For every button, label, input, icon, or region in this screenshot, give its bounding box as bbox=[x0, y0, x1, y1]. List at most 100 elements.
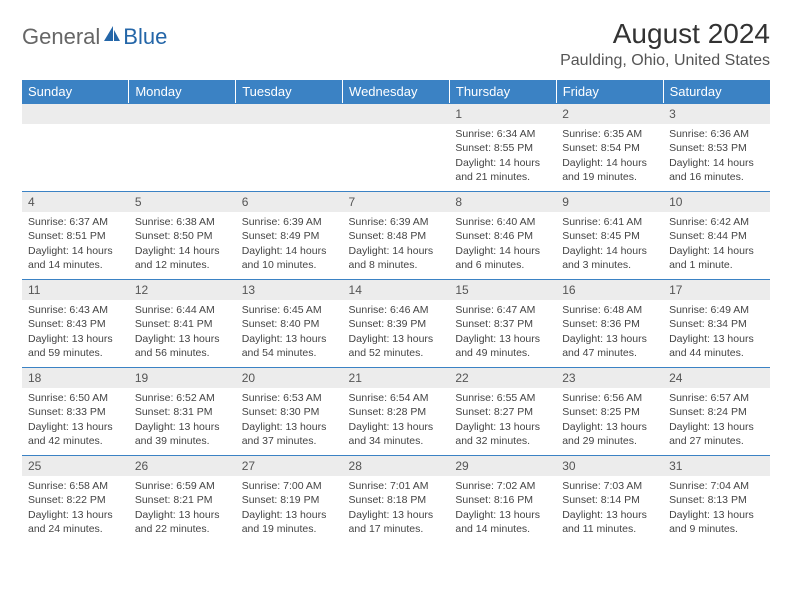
sunset-line: Sunset: 8:49 PM bbox=[242, 229, 337, 243]
sunset-line: Sunset: 8:22 PM bbox=[28, 493, 123, 507]
daylight-line: Daylight: 13 hours and 37 minutes. bbox=[242, 420, 337, 448]
daylight-line: Daylight: 13 hours and 42 minutes. bbox=[28, 420, 123, 448]
calendar-cell bbox=[236, 103, 343, 191]
daylight-line: Daylight: 13 hours and 29 minutes. bbox=[562, 420, 657, 448]
sunset-line: Sunset: 8:48 PM bbox=[349, 229, 444, 243]
daylight-line: Daylight: 13 hours and 11 minutes. bbox=[562, 508, 657, 536]
day-header: Sunday bbox=[22, 80, 129, 103]
calendar-week: 18Sunrise: 6:50 AMSunset: 8:33 PMDayligh… bbox=[22, 367, 770, 455]
day-body: Sunrise: 7:04 AMSunset: 8:13 PMDaylight:… bbox=[663, 476, 770, 542]
day-number: 15 bbox=[449, 279, 556, 300]
day-body: Sunrise: 6:45 AMSunset: 8:40 PMDaylight:… bbox=[236, 300, 343, 366]
calendar-cell: 18Sunrise: 6:50 AMSunset: 8:33 PMDayligh… bbox=[22, 367, 129, 455]
day-body: Sunrise: 6:34 AMSunset: 8:55 PMDaylight:… bbox=[449, 124, 556, 190]
calendar-week: 25Sunrise: 6:58 AMSunset: 8:22 PMDayligh… bbox=[22, 455, 770, 543]
calendar-cell: 16Sunrise: 6:48 AMSunset: 8:36 PMDayligh… bbox=[556, 279, 663, 367]
calendar-cell: 19Sunrise: 6:52 AMSunset: 8:31 PMDayligh… bbox=[129, 367, 236, 455]
day-number: 14 bbox=[343, 279, 450, 300]
day-header: Friday bbox=[556, 80, 663, 103]
daylight-line: Daylight: 13 hours and 19 minutes. bbox=[242, 508, 337, 536]
day-body: Sunrise: 6:40 AMSunset: 8:46 PMDaylight:… bbox=[449, 212, 556, 278]
calendar-week: 1Sunrise: 6:34 AMSunset: 8:55 PMDaylight… bbox=[22, 103, 770, 191]
sunrise-line: Sunrise: 6:57 AM bbox=[669, 391, 764, 405]
calendar-cell: 24 Sunrise: 6:57 AMSunset: 8:24 PMDayligh… bbox=[663, 367, 770, 455]
calendar-cell: 23Sunrise: 6:56 AMSunset: 8:25 PMDayligh… bbox=[556, 367, 663, 455]
daylight-line: Daylight: 13 hours and 52 minutes. bbox=[349, 332, 444, 360]
sunrise-line: Sunrise: 6:58 AM bbox=[28, 479, 123, 493]
calendar-cell: 28Sunrise: 7:01 AMSunset: 8:18 PMDayligh… bbox=[343, 455, 450, 543]
title-block: August 2024 Paulding, Ohio, United State… bbox=[560, 18, 770, 70]
sunrise-line: Sunrise: 6:42 AM bbox=[669, 215, 764, 229]
sail-icon bbox=[102, 24, 122, 50]
daylight-line: Daylight: 13 hours and 27 minutes. bbox=[669, 420, 764, 448]
daylight-line: Daylight: 14 hours and 8 minutes. bbox=[349, 244, 444, 272]
daylight-line: Daylight: 14 hours and 10 minutes. bbox=[242, 244, 337, 272]
day-number: 13 bbox=[236, 279, 343, 300]
day-number: 18 bbox=[22, 367, 129, 388]
calendar-cell: 14Sunrise: 6:46 AMSunset: 8:39 PMDayligh… bbox=[343, 279, 450, 367]
header: General Blue August 2024 Paulding, Ohio,… bbox=[22, 18, 770, 70]
sunset-line: Sunset: 8:24 PM bbox=[669, 405, 764, 419]
sunrise-line: Sunrise: 6:44 AM bbox=[135, 303, 230, 317]
daylight-line: Daylight: 13 hours and 59 minutes. bbox=[28, 332, 123, 360]
daylight-line: Daylight: 13 hours and 44 minutes. bbox=[669, 332, 764, 360]
logo: General Blue bbox=[22, 18, 167, 50]
day-body: Sunrise: 6:37 AMSunset: 8:51 PMDaylight:… bbox=[22, 212, 129, 278]
sunset-line: Sunset: 8:27 PM bbox=[455, 405, 550, 419]
sunset-line: Sunset: 8:21 PM bbox=[135, 493, 230, 507]
calendar-cell bbox=[343, 103, 450, 191]
calendar-cell: 27Sunrise: 7:00 AMSunset: 8:19 PMDayligh… bbox=[236, 455, 343, 543]
sunset-line: Sunset: 8:53 PM bbox=[669, 141, 764, 155]
calendar-cell: 15Sunrise: 6:47 AMSunset: 8:37 PMDayligh… bbox=[449, 279, 556, 367]
calendar-cell: 6 Sunrise: 6:39 AMSunset: 8:49 PMDaylight… bbox=[236, 191, 343, 279]
day-number: 7 bbox=[343, 191, 450, 212]
sunset-line: Sunset: 8:40 PM bbox=[242, 317, 337, 331]
day-body: Sunrise: 6:58 AMSunset: 8:22 PMDaylight:… bbox=[22, 476, 129, 542]
sunset-line: Sunset: 8:55 PM bbox=[455, 141, 550, 155]
day-body: Sunrise: 6:50 AMSunset: 8:33 PMDaylight:… bbox=[22, 388, 129, 454]
sunrise-line: Sunrise: 6:59 AM bbox=[135, 479, 230, 493]
sunset-line: Sunset: 8:30 PM bbox=[242, 405, 337, 419]
day-body: Sunrise: 6:55 AMSunset: 8:27 PMDaylight:… bbox=[449, 388, 556, 454]
day-number: 24 bbox=[663, 367, 770, 388]
day-number: 5 bbox=[129, 191, 236, 212]
sunset-line: Sunset: 8:54 PM bbox=[562, 141, 657, 155]
calendar-cell bbox=[129, 103, 236, 191]
logo-text-1: General bbox=[22, 24, 100, 50]
day-number: 6 bbox=[236, 191, 343, 212]
day-number: 31 bbox=[663, 455, 770, 476]
day-body: Sunrise: 6:36 AMSunset: 8:53 PMDaylight:… bbox=[663, 124, 770, 190]
day-body: Sunrise: 6:49 AMSunset: 8:34 PMDaylight:… bbox=[663, 300, 770, 366]
day-header: Thursday bbox=[449, 80, 556, 103]
day-body: Sunrise: 6:42 AMSunset: 8:44 PMDaylight:… bbox=[663, 212, 770, 278]
day-number-empty bbox=[236, 103, 343, 124]
day-body: Sunrise: 6:54 AMSunset: 8:28 PMDaylight:… bbox=[343, 388, 450, 454]
sunrise-line: Sunrise: 6:43 AM bbox=[28, 303, 123, 317]
day-header: Monday bbox=[129, 80, 236, 103]
calendar-cell: 7Sunrise: 6:39 AMSunset: 8:48 PMDaylight… bbox=[343, 191, 450, 279]
sunrise-line: Sunrise: 6:49 AM bbox=[669, 303, 764, 317]
calendar-cell: 1Sunrise: 6:34 AMSunset: 8:55 PMDaylight… bbox=[449, 103, 556, 191]
day-number: 23 bbox=[556, 367, 663, 388]
sunrise-line: Sunrise: 6:38 AM bbox=[135, 215, 230, 229]
sunset-line: Sunset: 8:50 PM bbox=[135, 229, 230, 243]
daylight-line: Daylight: 14 hours and 21 minutes. bbox=[455, 156, 550, 184]
day-number: 20 bbox=[236, 367, 343, 388]
day-number: 25 bbox=[22, 455, 129, 476]
day-number: 22 bbox=[449, 367, 556, 388]
month-year: August 2024 bbox=[560, 18, 770, 50]
calendar-cell: 3Sunrise: 6:36 AMSunset: 8:53 PMDaylight… bbox=[663, 103, 770, 191]
sunrise-line: Sunrise: 6:39 AM bbox=[242, 215, 337, 229]
sunrise-line: Sunrise: 7:04 AM bbox=[669, 479, 764, 493]
daylight-line: Daylight: 14 hours and 14 minutes. bbox=[28, 244, 123, 272]
sunset-line: Sunset: 8:34 PM bbox=[669, 317, 764, 331]
day-number: 17 bbox=[663, 279, 770, 300]
calendar-cell: 29Sunrise: 7:02 AMSunset: 8:16 PMDayligh… bbox=[449, 455, 556, 543]
daylight-line: Daylight: 14 hours and 12 minutes. bbox=[135, 244, 230, 272]
calendar-cell: 8Sunrise: 6:40 AMSunset: 8:46 PMDaylight… bbox=[449, 191, 556, 279]
day-header: Saturday bbox=[663, 80, 770, 103]
day-body: Sunrise: 6:39 AMSunset: 8:48 PMDaylight:… bbox=[343, 212, 450, 278]
day-number: 4 bbox=[22, 191, 129, 212]
sunrise-line: Sunrise: 6:45 AM bbox=[242, 303, 337, 317]
calendar-week: 11Sunrise: 6:43 AMSunset: 8:43 PMDayligh… bbox=[22, 279, 770, 367]
